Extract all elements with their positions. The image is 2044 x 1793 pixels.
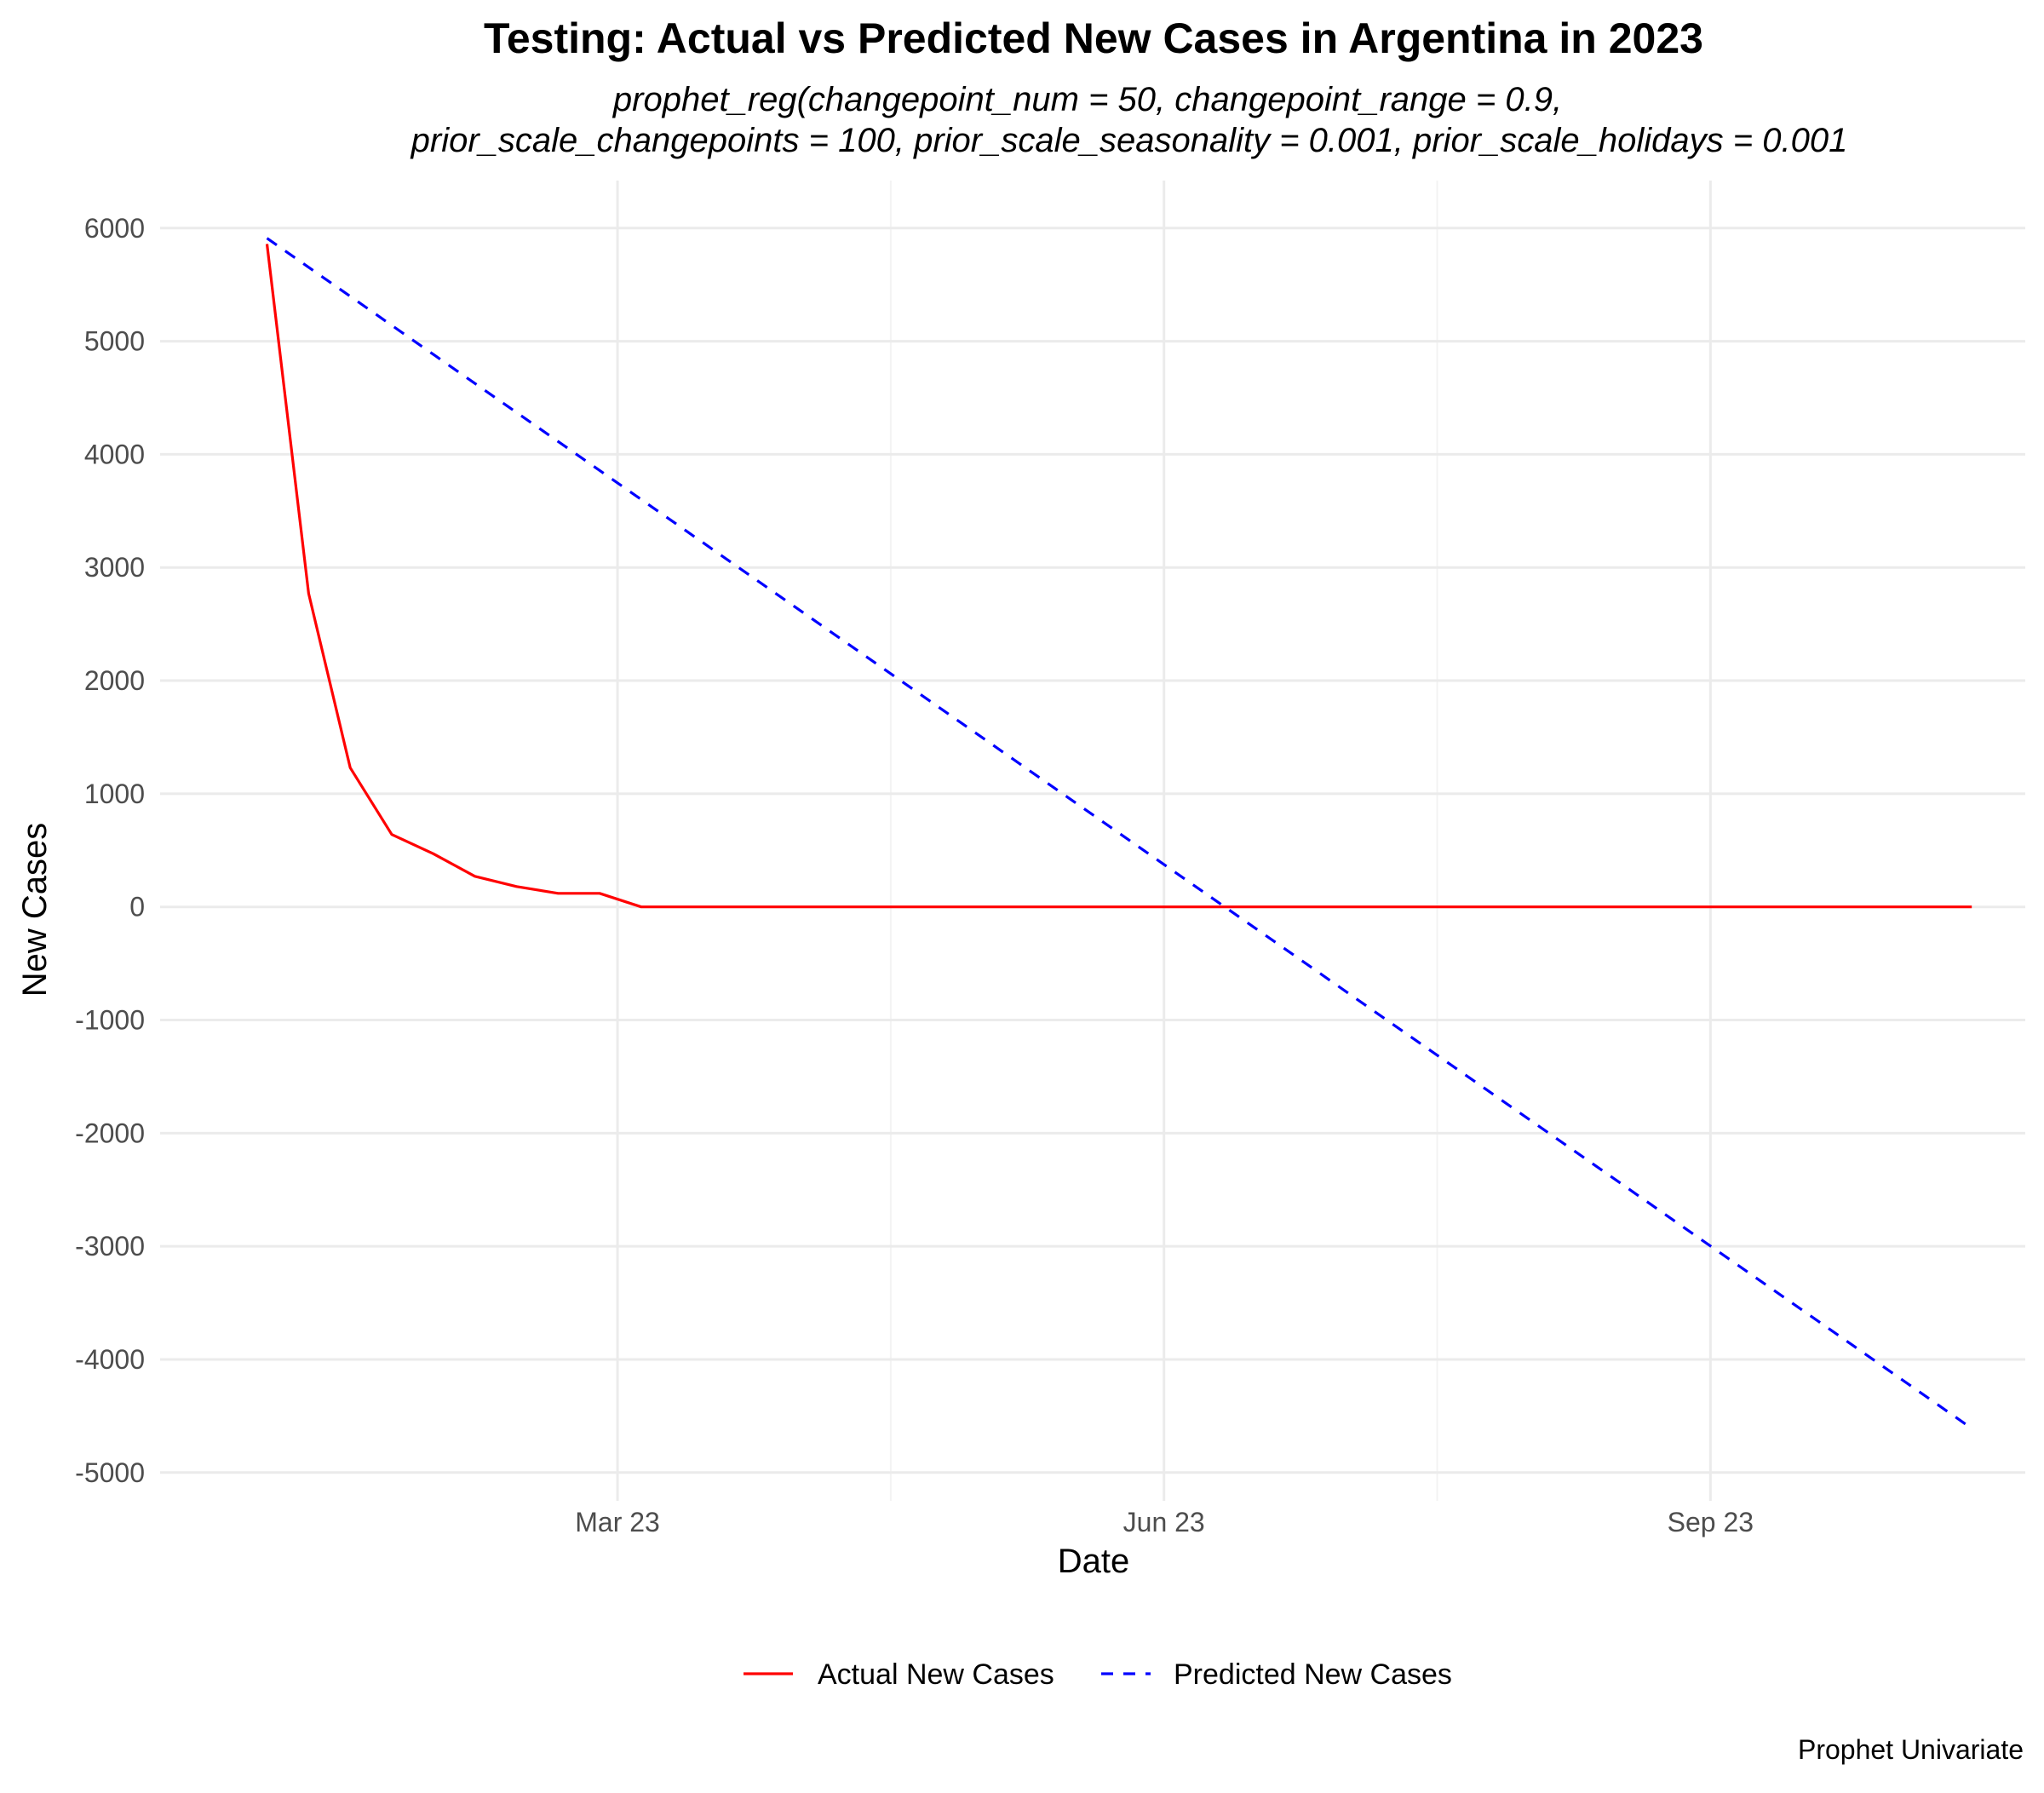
x-tick-label: Mar 23 — [575, 1507, 660, 1537]
actual-cases-line — [265, 244, 1972, 909]
x-tick-label: Jun 23 — [1123, 1507, 1205, 1537]
y-tick-label: -4000 — [75, 1344, 145, 1375]
y-tick-label: -1000 — [75, 1005, 145, 1036]
y-tick-label: 2000 — [84, 665, 145, 696]
x-axis-title: Date — [1058, 1543, 1130, 1580]
y-tick-label: 6000 — [84, 213, 145, 244]
y-tick-label: 3000 — [84, 552, 145, 583]
series-lines — [265, 237, 1973, 1430]
x-axis-ticks: Mar 23 Jun 23 Sep 23 — [575, 1507, 1754, 1537]
y-tick-label: -2000 — [75, 1118, 145, 1148]
x-tick-label: Sep 23 — [1668, 1507, 1754, 1537]
legend-label-predicted: Predicted New Cases — [1174, 1658, 1452, 1691]
y-axis-ticks: 6000 5000 4000 3000 2000 1000 0 -1000 -2000 -3000… — [75, 213, 145, 1488]
chart-title: Testing: Actual vs Predicted New Cases i… — [484, 14, 1703, 62]
y-axis-title: New Cases — [16, 823, 54, 997]
chart-subtitle-line-2: prior_scale_changepoints = 100, prior_sc… — [411, 122, 1848, 159]
y-tick-label: -5000 — [75, 1457, 145, 1488]
y-tick-label: 1000 — [84, 779, 145, 809]
y-tick-label: 5000 — [84, 326, 145, 357]
chart-subtitle-line-1: prophet_reg(changepoint_num = 50, change… — [612, 81, 1562, 118]
predicted-cases-line — [266, 237, 1973, 1430]
chart-caption: Prophet Univariate — [1798, 1734, 2024, 1765]
y-tick-label: -3000 — [75, 1231, 145, 1261]
y-tick-label: 4000 — [84, 439, 145, 469]
gridlines — [160, 181, 2025, 1501]
legend: Actual New Cases Predicted New Cases — [744, 1658, 1452, 1691]
y-tick-label: 0 — [129, 892, 145, 922]
legend-label-actual: Actual New Cases — [818, 1658, 1054, 1691]
